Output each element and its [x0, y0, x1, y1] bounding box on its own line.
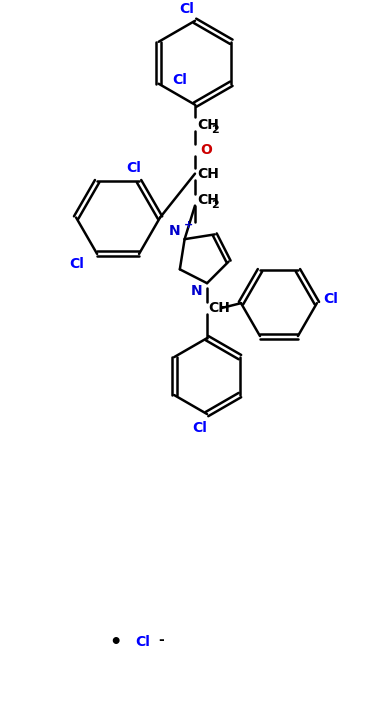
Text: -: - — [158, 633, 164, 647]
Text: N: N — [191, 284, 203, 298]
Text: •: • — [109, 633, 121, 652]
Text: CH: CH — [197, 167, 219, 180]
Text: Cl: Cl — [70, 257, 85, 271]
Text: 2: 2 — [211, 124, 219, 135]
Text: Cl: Cl — [135, 635, 150, 649]
Text: CH: CH — [197, 117, 219, 132]
Text: +: + — [184, 220, 193, 230]
Text: O: O — [200, 143, 212, 157]
Text: 2: 2 — [211, 199, 219, 209]
Text: Cl: Cl — [173, 73, 188, 87]
Text: Cl: Cl — [323, 292, 338, 306]
Text: Cl: Cl — [180, 2, 195, 16]
Text: N: N — [169, 224, 180, 238]
Text: CH: CH — [208, 301, 230, 315]
Text: CH: CH — [197, 192, 219, 206]
Text: Cl: Cl — [127, 161, 142, 175]
Text: Cl: Cl — [193, 421, 207, 435]
